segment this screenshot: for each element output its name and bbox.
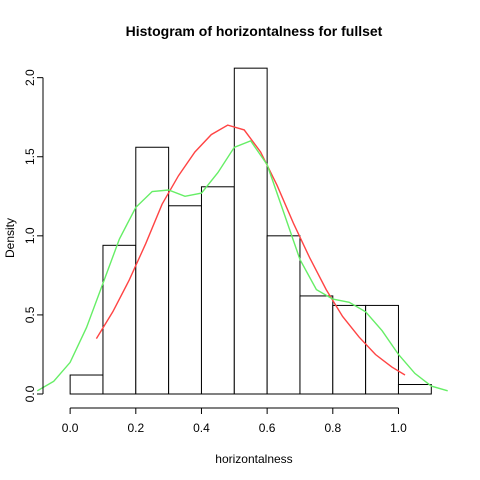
x-tick-label: 0.6: [259, 421, 276, 435]
x-tick-label: 1.0: [390, 421, 407, 435]
histogram-bar-8: [299, 295, 334, 395]
x-axis-label: horizontalness: [215, 452, 292, 466]
histogram-bar-6: [233, 67, 268, 395]
y-tick-label: 1.5: [23, 148, 37, 165]
histogram-bar-1: [69, 374, 104, 395]
x-axis: 0.0 0.2 0.4 0.6 0.8 1.0: [62, 407, 407, 435]
x-tick-label: 0.4: [193, 421, 210, 435]
histogram-bar-3: [135, 146, 170, 395]
x-tick-label: 0.0: [62, 421, 79, 435]
density-curve-1: [95, 124, 406, 376]
density-curves: [36, 124, 448, 392]
histogram-bar-9: [332, 304, 367, 395]
y-tick-label: 2.0: [23, 69, 37, 86]
y-axis-label: Density: [3, 218, 17, 258]
density-curve-2: [36, 140, 448, 392]
histogram-bars: [69, 67, 432, 395]
x-tick-label: 0.8: [324, 421, 341, 435]
histogram-bar-11: [397, 384, 432, 395]
histogram-bar-7: [266, 235, 301, 395]
histogram-bar-5: [200, 186, 235, 395]
chart-title: Histogram of horizontalness for fullset: [126, 23, 383, 39]
histogram-bar-4: [168, 205, 202, 395]
y-axis: 0.0 0.5 1.0 1.5 2.0: [23, 69, 44, 402]
y-tick-label: 1.0: [23, 227, 37, 244]
x-tick-label: 0.2: [127, 421, 144, 435]
y-tick-label: 0.0: [23, 385, 37, 402]
y-tick-label: 0.5: [23, 306, 37, 323]
